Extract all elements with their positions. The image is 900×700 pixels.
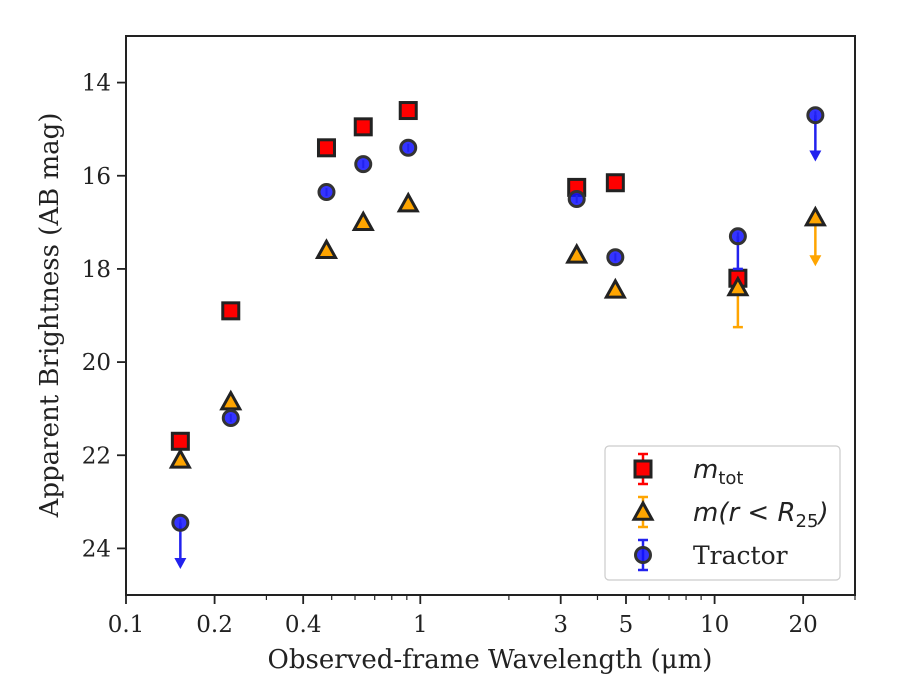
point-square	[170, 431, 190, 451]
legend: mtot m(r < R25) Tractor	[604, 445, 841, 581]
point-triangle	[803, 205, 827, 227]
plot-frame	[125, 35, 856, 596]
y-tick-label: 14	[82, 71, 111, 97]
legend-label: Tractor	[693, 541, 788, 570]
data-marks	[168, 101, 827, 570]
x-tick-label: 20	[789, 612, 818, 638]
legend-marker-square	[633, 459, 653, 479]
x-axis-label: Observed-frame Wavelength (μm)	[268, 645, 713, 675]
x-tick-label: 0.1	[108, 612, 145, 638]
point-triangle	[219, 389, 243, 411]
point-triangle	[603, 277, 627, 299]
x-axis-ticks: 0.1 0.2 0.4 1 3 5 10 20	[108, 595, 856, 638]
point-triangle	[168, 447, 192, 469]
legend-box	[604, 445, 841, 581]
x-tick-label: 5	[619, 612, 634, 638]
point-triangle	[396, 191, 420, 213]
series-square	[170, 101, 748, 451]
y-tick-label: 18	[82, 257, 111, 283]
legend-label: mtot	[693, 455, 743, 489]
point-triangle	[314, 238, 339, 259]
point-triangle	[565, 242, 589, 264]
y-tick-label: 20	[82, 350, 111, 376]
y-axis-label: Apparent Brightness (AB mag)	[35, 113, 65, 519]
x-tick-label: 0.4	[285, 612, 322, 638]
upper-limit-arrow-head	[174, 558, 187, 570]
x-tick-label: 0.2	[196, 612, 233, 638]
legend-marker-circle	[634, 546, 652, 564]
y-tick-label: 24	[82, 536, 111, 562]
legend-marker-triangle	[631, 499, 655, 521]
point-square	[398, 101, 418, 121]
point-square	[221, 301, 241, 321]
point-square	[353, 117, 373, 137]
point-square	[316, 138, 336, 158]
y-tick-label: 22	[82, 443, 111, 469]
series-circle	[171, 106, 825, 570]
x-tick-label: 3	[553, 612, 568, 638]
upper-limit-arrow-head	[809, 150, 822, 162]
point-triangle	[351, 210, 375, 232]
upper-limit-arrow-head	[809, 255, 822, 267]
point-triangle	[726, 275, 750, 297]
x-tick-label: 10	[700, 612, 729, 638]
point-square	[605, 173, 625, 193]
x-tick-label: 1	[413, 612, 428, 638]
y-axis-ticks: 14 16 18 20 22 24	[82, 71, 126, 562]
legend-label: m(r < R25)	[693, 498, 829, 532]
series-triangle	[168, 191, 827, 469]
y-tick-label: 16	[82, 164, 111, 190]
